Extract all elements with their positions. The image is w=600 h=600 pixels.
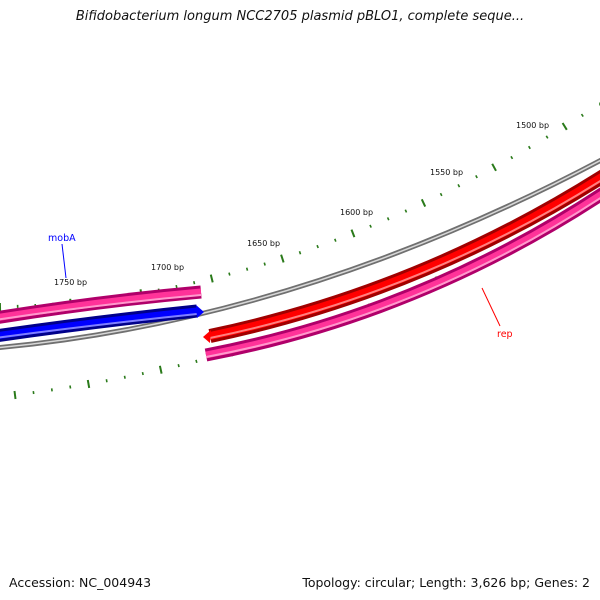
rep-label[interactable]: rep	[497, 329, 513, 340]
minor-tick	[475, 175, 478, 179]
major-tick	[158, 365, 163, 374]
major-tick	[561, 122, 568, 131]
gene-track-right	[204, 187, 600, 362]
cds-rep[interactable]	[203, 169, 600, 343]
minor-tick	[123, 375, 126, 379]
cds-mobA[interactable]	[0, 304, 204, 342]
bp-tick-label: 1750 bp	[54, 278, 87, 287]
minor-tick	[334, 238, 337, 242]
minor-tick	[439, 192, 443, 197]
minor-tick	[457, 184, 461, 188]
minor-tick	[69, 385, 72, 389]
minor-tick	[369, 224, 372, 228]
bp-tick-label: 1700 bp	[151, 263, 184, 272]
minor-tick	[177, 364, 180, 368]
minor-tick	[545, 135, 549, 139]
major-tick	[491, 163, 497, 172]
minor-tick	[316, 244, 319, 249]
major-tick	[86, 379, 91, 389]
minor-tick	[404, 209, 408, 213]
genome-backbone-highlight	[0, 159, 600, 349]
minor-tick	[175, 284, 178, 289]
topology-summary: Topology: circular; Length: 3,626 bp; Ge…	[302, 575, 590, 590]
bp-tick-label: 1650 bp	[247, 239, 280, 248]
bp-tick-label: 1550 bp	[430, 168, 463, 177]
major-tick	[13, 390, 17, 400]
minor-tick	[528, 145, 531, 150]
accession-text: Accession: NC_004943	[9, 575, 152, 590]
minor-tick	[386, 217, 390, 221]
minor-tick	[193, 281, 196, 285]
minor-tick	[228, 272, 231, 276]
minor-tick	[141, 371, 144, 376]
major-tick	[209, 274, 214, 283]
gene-track-left	[0, 285, 202, 324]
mobA-leader-line	[61, 243, 67, 279]
major-tick	[350, 229, 356, 238]
tick-ring: 1500 bp 1550 bp 1600 bp 1650 bp 1700 bp 1750 …	[0, 102, 600, 400]
rep-leader-line	[481, 287, 501, 327]
minor-tick	[245, 267, 249, 271]
mobA-label[interactable]: mobA	[48, 233, 76, 244]
minor-tick	[195, 359, 198, 364]
minor-tick	[580, 113, 584, 118]
bp-tick-label: 1600 bp	[340, 208, 373, 217]
major-tick	[420, 198, 427, 208]
minor-tick	[510, 155, 514, 160]
bp-tick-label: 1500 bp	[516, 121, 549, 130]
minor-tick	[105, 379, 108, 383]
map-title: Bifidobacterium longum NCC2705 plasmid p…	[75, 9, 525, 24]
major-tick	[280, 254, 285, 263]
minor-tick	[263, 262, 266, 266]
minor-tick	[298, 251, 302, 255]
